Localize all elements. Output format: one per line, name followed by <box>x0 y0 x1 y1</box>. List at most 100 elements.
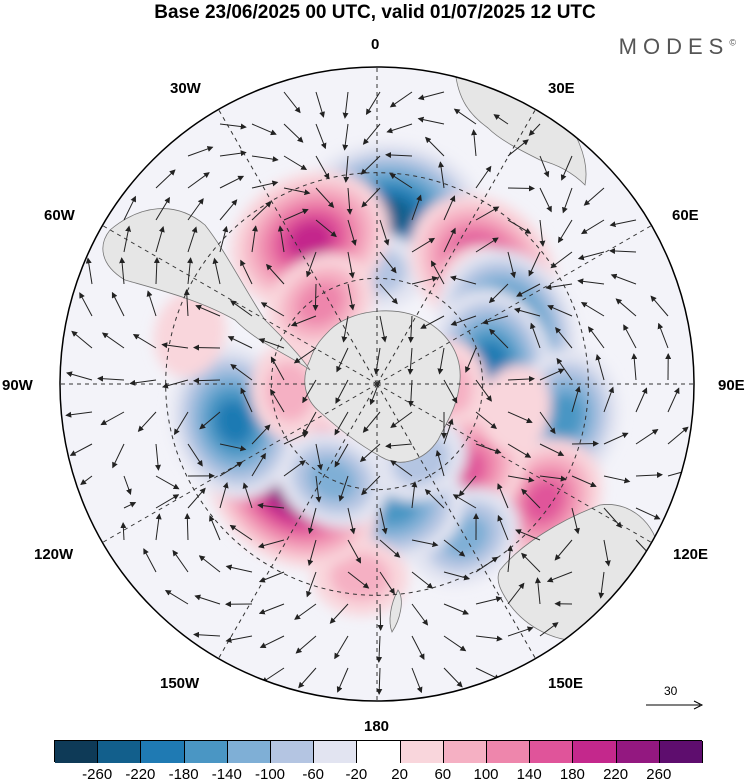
wind-vector <box>225 635 253 643</box>
wind-vector <box>528 123 541 136</box>
wind-vector <box>603 475 631 484</box>
wind-vector <box>530 322 541 349</box>
longitude-label-150e: 150E <box>548 675 584 692</box>
wind-vector <box>435 449 445 477</box>
wind-vector <box>417 116 445 125</box>
colorbar-segment <box>55 741 99 763</box>
wind-vector <box>265 263 285 285</box>
wind-vector <box>475 443 502 454</box>
wind-vector <box>193 377 221 384</box>
longitude-label-60e: 60E <box>672 207 699 224</box>
wind-vector <box>603 539 611 567</box>
wind-vector <box>283 208 309 221</box>
colorbar-tick-label: 140 <box>516 766 542 783</box>
longitude-label-90w: 90W <box>2 377 33 394</box>
wind-vector <box>443 195 456 221</box>
wind-vector <box>251 155 279 163</box>
wind-vector <box>65 411 93 418</box>
wind-vector <box>260 302 285 317</box>
wind-vector <box>123 502 137 509</box>
wind-vector <box>251 225 258 253</box>
wind-vector <box>334 635 349 660</box>
wind-vector <box>225 564 253 573</box>
wind-vector <box>587 326 605 349</box>
wind-vector <box>488 283 509 304</box>
wind-vector <box>389 91 413 108</box>
wind-vector <box>155 475 180 490</box>
wind-vector <box>513 307 541 317</box>
anomaly-contour <box>524 479 565 523</box>
wind-vector <box>431 260 445 285</box>
wind-vector <box>120 522 127 541</box>
meridian-line <box>218 383 378 659</box>
wind-vector <box>341 315 349 343</box>
wind-vector <box>471 129 478 157</box>
wind-vector <box>155 513 162 541</box>
wind-vector <box>390 460 413 477</box>
wind-vector <box>155 169 176 189</box>
wind-vector <box>603 386 615 413</box>
wind-vector <box>373 347 381 375</box>
wind-vector <box>411 571 434 589</box>
wind-vector <box>347 539 362 564</box>
wind-vector <box>336 347 349 373</box>
wind-vector <box>407 347 414 375</box>
wind-vector <box>251 201 272 221</box>
wind-vector <box>302 379 317 404</box>
anomaly-contour <box>287 220 333 261</box>
wind-vector <box>187 443 203 467</box>
wind-vector <box>315 443 323 471</box>
wind-vector <box>475 556 499 573</box>
wind-vector <box>379 283 398 305</box>
anomaly-contour <box>330 553 390 601</box>
wind-vector <box>379 571 395 595</box>
wind-vector <box>315 91 325 118</box>
wind-vector <box>539 411 556 435</box>
wind-vector <box>452 494 477 509</box>
wind-vector <box>155 196 170 221</box>
wind-vector <box>347 507 356 535</box>
wind-vector <box>283 155 308 171</box>
wind-vector <box>369 379 381 406</box>
wind-vector <box>329 603 349 624</box>
longitude-label-180: 180 <box>364 718 390 735</box>
wind-vector <box>198 555 221 573</box>
wind-vector <box>411 194 422 221</box>
wind-vector <box>283 187 311 196</box>
wind-vector <box>312 283 319 311</box>
wind-vector <box>343 155 350 183</box>
anomaly-contour <box>265 361 314 422</box>
wind-vector <box>219 199 238 221</box>
page-title: Base 23/06/2025 00 UTC, valid 01/07/2025… <box>154 2 596 23</box>
wind-vector <box>111 291 125 317</box>
longitude-label-30w: 30W <box>170 80 201 97</box>
wind-vector <box>631 353 638 381</box>
wind-vector <box>449 275 477 285</box>
colorbar-segment <box>98 741 142 763</box>
wind-vector <box>475 237 499 253</box>
wind-vector <box>577 251 605 261</box>
wind-vector <box>346 187 353 215</box>
wind-vector <box>438 161 445 189</box>
wind-vector <box>424 488 445 509</box>
map-border <box>59 66 695 702</box>
wind-vector <box>290 315 317 327</box>
wind-vector <box>497 483 509 509</box>
wind-vector <box>539 219 546 247</box>
wind-vector <box>362 123 381 145</box>
wind-vector <box>507 219 532 234</box>
colorbar-segment <box>141 741 185 763</box>
wind-vector <box>195 304 221 317</box>
wind-vector <box>598 571 605 599</box>
wind-vector <box>557 219 573 244</box>
longitude-label-120w: 120W <box>34 546 74 563</box>
wind-vector <box>71 330 93 349</box>
wind-vector <box>251 123 277 136</box>
wind-vector <box>227 336 253 349</box>
wind-vector <box>123 475 132 496</box>
wind-vector <box>347 283 355 311</box>
wind-vector <box>219 461 243 477</box>
wind-vector <box>376 667 383 695</box>
wind-vector <box>580 219 605 235</box>
